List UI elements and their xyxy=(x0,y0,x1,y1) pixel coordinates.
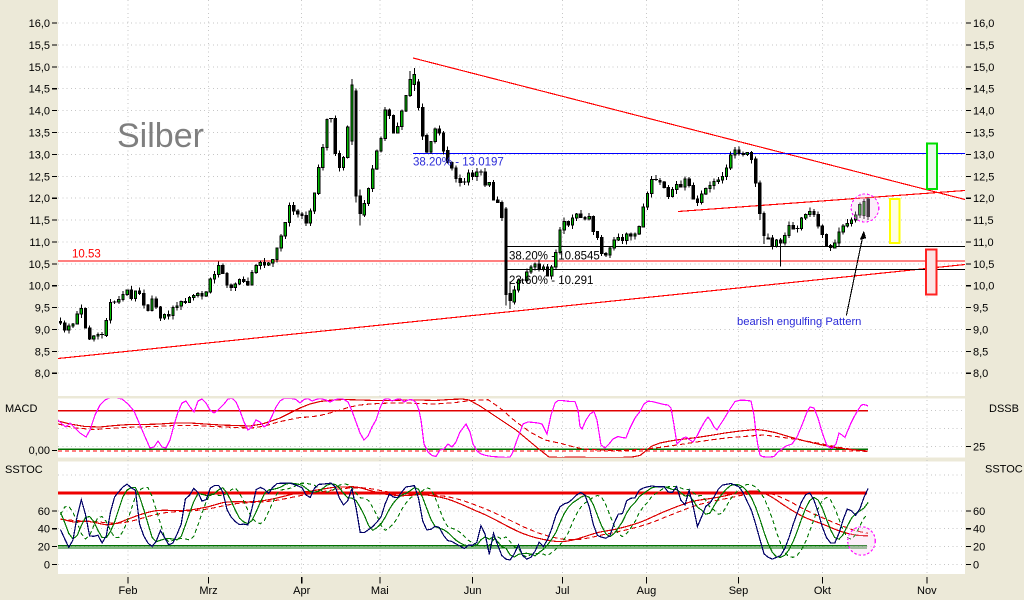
svg-text:10.53: 10.53 xyxy=(72,249,101,261)
svg-text:20: 20 xyxy=(38,542,50,554)
svg-text:12,5: 12,5 xyxy=(973,171,994,183)
svg-text:Apr: Apr xyxy=(293,585,310,597)
svg-text:14,0: 14,0 xyxy=(973,106,994,118)
svg-text:0: 0 xyxy=(973,560,979,572)
svg-text:60: 60 xyxy=(38,506,50,518)
svg-text:10,5: 10,5 xyxy=(29,259,50,271)
svg-text:13,5: 13,5 xyxy=(29,128,50,140)
svg-text:11,5: 11,5 xyxy=(973,215,994,227)
svg-text:MACD: MACD xyxy=(5,403,37,415)
svg-text:Nov: Nov xyxy=(917,585,937,597)
svg-text:10,0: 10,0 xyxy=(973,281,994,293)
svg-text:12,0: 12,0 xyxy=(973,193,994,205)
svg-text:15,5: 15,5 xyxy=(29,40,50,52)
svg-text:Silber: Silber xyxy=(117,117,204,155)
svg-text:14,5: 14,5 xyxy=(973,84,994,96)
svg-text:bearish engulfing Pattern: bearish engulfing Pattern xyxy=(737,316,861,328)
svg-text:8,0: 8,0 xyxy=(35,368,50,380)
svg-text:40: 40 xyxy=(973,524,985,536)
svg-text:8,5: 8,5 xyxy=(973,346,988,358)
svg-text:9,0: 9,0 xyxy=(35,325,50,337)
svg-text:16,0: 16,0 xyxy=(29,18,50,30)
svg-text:Mai: Mai xyxy=(371,585,389,597)
svg-text:10,0: 10,0 xyxy=(29,281,50,293)
svg-text:11,0: 11,0 xyxy=(973,237,994,249)
svg-text:11,0: 11,0 xyxy=(29,237,50,249)
svg-text:9,5: 9,5 xyxy=(973,303,988,315)
svg-text:40: 40 xyxy=(38,524,50,536)
svg-text:10,5: 10,5 xyxy=(973,259,994,271)
svg-text:25: 25 xyxy=(973,442,985,454)
svg-text:Okt: Okt xyxy=(814,585,831,597)
svg-text:Jul: Jul xyxy=(555,585,569,597)
svg-text:20: 20 xyxy=(973,542,985,554)
svg-text:0: 0 xyxy=(44,560,50,572)
svg-text:Feb: Feb xyxy=(119,585,138,597)
svg-text:12,0: 12,0 xyxy=(29,193,50,205)
svg-text:13,0: 13,0 xyxy=(973,149,994,161)
svg-text:23.60% - 10.291: 23.60% - 10.291 xyxy=(509,275,593,287)
svg-text:SSTOC: SSTOC xyxy=(985,464,1023,476)
svg-text:11,5: 11,5 xyxy=(29,215,50,227)
svg-text:9,0: 9,0 xyxy=(973,325,988,337)
svg-text:14,5: 14,5 xyxy=(29,84,50,96)
svg-text:15,0: 15,0 xyxy=(29,62,50,74)
svg-text:8,5: 8,5 xyxy=(35,346,50,358)
svg-text:13,0: 13,0 xyxy=(29,149,50,161)
svg-text:12,5: 12,5 xyxy=(29,171,50,183)
svg-text:Aug: Aug xyxy=(637,585,657,597)
svg-text:15,5: 15,5 xyxy=(973,40,994,52)
svg-text:DSSB: DSSB xyxy=(989,403,1019,415)
svg-text:13,5: 13,5 xyxy=(973,128,994,140)
svg-text:38.20% - 13.0197: 38.20% - 13.0197 xyxy=(413,157,504,169)
svg-text:38.20% - 10.8545: 38.20% - 10.8545 xyxy=(509,251,600,263)
svg-text:14,0: 14,0 xyxy=(29,106,50,118)
svg-text:Jun: Jun xyxy=(464,585,482,597)
svg-text:SSTOC: SSTOC xyxy=(5,464,43,476)
svg-text:Mrz: Mrz xyxy=(199,585,217,597)
svg-text:16,0: 16,0 xyxy=(973,18,994,30)
svg-text:Sep: Sep xyxy=(729,585,749,597)
svg-text:60: 60 xyxy=(973,506,985,518)
svg-text:0,00: 0,00 xyxy=(29,445,50,457)
svg-text:15,0: 15,0 xyxy=(973,62,994,74)
svg-text:8,0: 8,0 xyxy=(973,368,988,380)
svg-text:9,5: 9,5 xyxy=(35,303,50,315)
